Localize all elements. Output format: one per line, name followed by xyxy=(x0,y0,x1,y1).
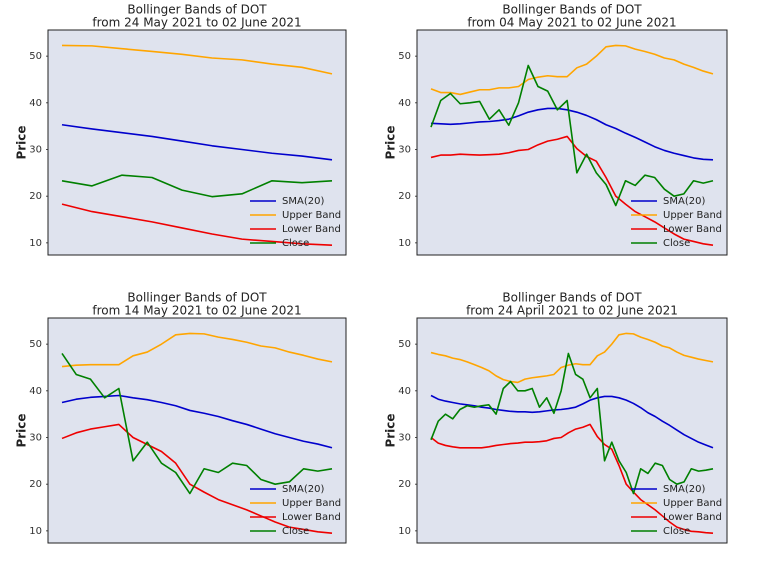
series-line xyxy=(61,423,333,534)
legend-label: Upper Band xyxy=(282,210,341,221)
series-line xyxy=(430,107,714,161)
y-axis-label: Price xyxy=(15,125,29,159)
legend-label: Close xyxy=(282,526,309,537)
legend-label: Lower Band xyxy=(282,512,341,523)
legend-label: SMA(20) xyxy=(663,484,705,495)
y-tick-label: 20 xyxy=(29,191,42,202)
series-line xyxy=(61,44,333,75)
y-tick-label: 20 xyxy=(29,479,42,490)
series-line xyxy=(430,64,714,207)
y-tick-label: 40 xyxy=(29,386,42,397)
legend: SMA(20) Upper Band Lower Band Close xyxy=(631,484,722,537)
series-line xyxy=(61,332,333,368)
y-tick-label: 50 xyxy=(29,51,42,62)
y-tick-label: 10 xyxy=(398,238,411,249)
chart-title: Bollinger Bands of DOT xyxy=(502,3,642,17)
chart-title: Bollinger Bands of DOT xyxy=(502,291,642,305)
legend-label: Lower Band xyxy=(663,512,722,523)
y-tick-label: 30 xyxy=(29,433,42,444)
legend-label: Close xyxy=(282,238,309,249)
chart-subtitle: from 04 May 2021 to 02 June 2021 xyxy=(467,16,676,30)
y-tick-label: 50 xyxy=(398,339,411,350)
series-line xyxy=(430,44,714,96)
legend-label: Upper Band xyxy=(282,498,341,509)
y-tick-label: 50 xyxy=(29,339,42,350)
legend-label: SMA(20) xyxy=(663,196,705,207)
legend-label: SMA(20) xyxy=(282,484,324,495)
series-line xyxy=(61,203,333,246)
y-tick-label: 10 xyxy=(29,238,42,249)
chart-subtitle: from 14 May 2021 to 02 June 2021 xyxy=(92,304,301,318)
legend: SMA(20) Upper Band Lower Band Close xyxy=(250,484,341,537)
y-tick-label: 40 xyxy=(29,98,42,109)
y-tick-label: 40 xyxy=(398,98,411,109)
chart-subtitle: from 24 April 2021 to 02 June 2021 xyxy=(466,304,678,318)
chart-title: Bollinger Bands of DOT xyxy=(127,3,267,17)
legend: SMA(20) Upper Band Lower Band Close xyxy=(250,196,341,249)
chart-subtitle: from 24 May 2021 to 02 June 2021 xyxy=(92,16,301,30)
plot-area xyxy=(47,29,347,256)
y-axis-label: Price xyxy=(384,413,398,447)
legend-label: SMA(20) xyxy=(282,196,324,207)
legend-label: Upper Band xyxy=(663,498,722,509)
series-line xyxy=(61,353,333,495)
y-tick-label: 10 xyxy=(398,526,411,537)
y-tick-label: 30 xyxy=(29,145,42,156)
chart-title: Bollinger Bands of DOT xyxy=(127,291,267,305)
y-tick-label: 20 xyxy=(398,479,411,490)
series-line xyxy=(430,423,714,534)
series-line xyxy=(61,123,333,161)
y-tick-label: 50 xyxy=(398,51,411,62)
series-line xyxy=(430,352,714,495)
series-line xyxy=(61,174,333,198)
legend-label: Close xyxy=(663,526,690,537)
y-axis-label: Price xyxy=(384,125,398,159)
legend-label: Lower Band xyxy=(282,224,341,235)
legend-label: Close xyxy=(663,238,690,249)
plot-area xyxy=(416,317,728,544)
y-tick-label: 10 xyxy=(29,526,42,537)
legend-label: Lower Band xyxy=(663,224,722,235)
legend-label: Upper Band xyxy=(663,210,722,221)
legend: SMA(20) Upper Band Lower Band Close xyxy=(631,196,722,249)
y-tick-label: 20 xyxy=(398,191,411,202)
plot-area xyxy=(47,317,347,544)
y-tick-label: 30 xyxy=(398,433,411,444)
y-tick-label: 30 xyxy=(398,145,411,156)
y-tick-label: 40 xyxy=(398,386,411,397)
y-axis-label: Price xyxy=(15,413,29,447)
